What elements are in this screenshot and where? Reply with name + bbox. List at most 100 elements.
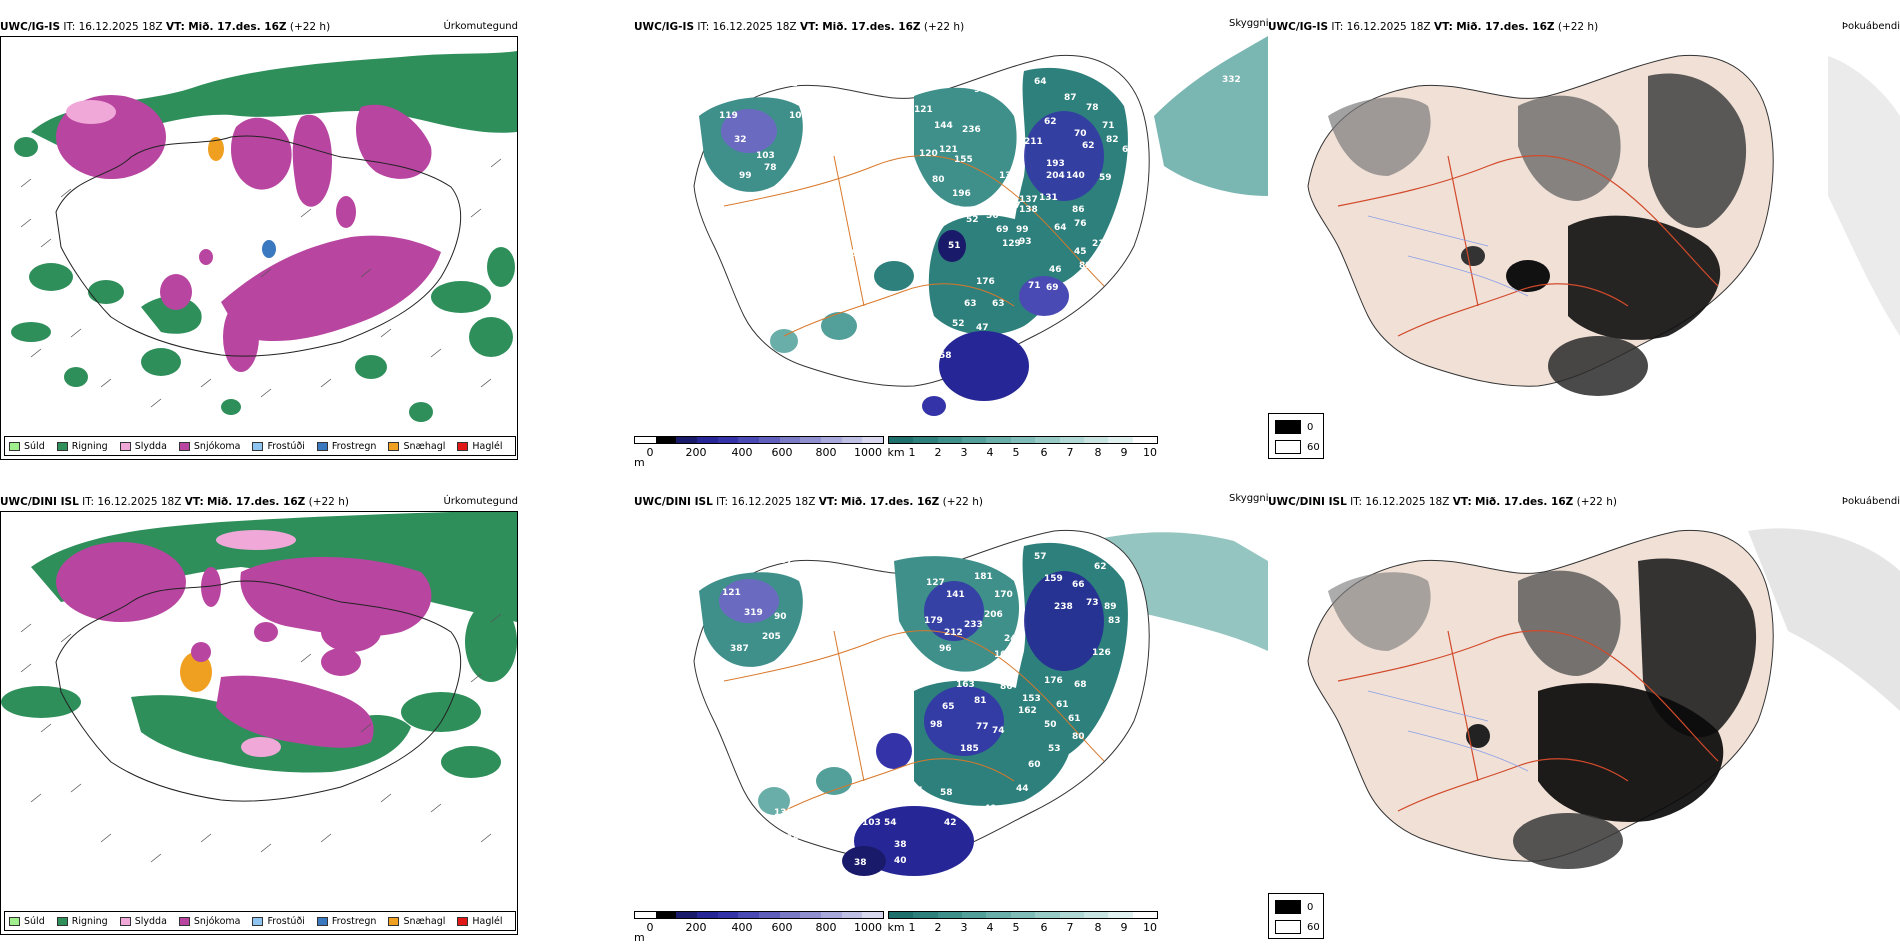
lead-time: (+22 h) [1576, 496, 1617, 508]
legend-item-slydda: Slydda [119, 916, 167, 927]
vis-label: 32 [734, 135, 747, 145]
it-label: IT: [63, 21, 76, 33]
vis-label: 27 [849, 249, 862, 259]
precip-map [0, 36, 518, 460]
tick: 400 [731, 921, 753, 934]
precip-map-svg [1, 512, 517, 934]
fog-map [1268, 511, 1900, 935]
vis-label: 63 [964, 299, 977, 309]
swatch [119, 916, 131, 926]
vis-label: 105 [904, 786, 923, 796]
vis-label: 181 [974, 572, 993, 582]
vis-label: 62 [1094, 562, 1107, 572]
vis-label: 334 [714, 84, 733, 94]
fog-map-svg [1268, 36, 1900, 460]
vis-labels-top: 334 186 162 105 119 32 103 78 99 109 49 … [714, 75, 1241, 361]
tick: 0 [646, 446, 654, 459]
vis-label: 76 [1074, 219, 1087, 229]
tick: 1 [908, 921, 916, 934]
vis-map-svg: 337 239 157 121 319 90 205 387 121 157 4… [634, 511, 1268, 935]
model-name: UWC/IG-IS [634, 21, 695, 33]
vis-label: 65 [942, 702, 955, 712]
tick: 5 [1012, 446, 1020, 459]
tick: 9 [1120, 446, 1128, 459]
tick: 1 [908, 446, 916, 459]
vis-labels-bottom: 337 239 157 121 319 90 205 387 121 157 4… [709, 552, 1121, 868]
vis-label: 71 [1102, 121, 1115, 131]
vis-label: 53 [1048, 744, 1061, 754]
panel-title: Úrkomutegund [443, 21, 518, 32]
vis-label: 64 [1034, 77, 1047, 87]
tick: 5 [1012, 921, 1020, 934]
vis-label: 162 [779, 79, 798, 89]
vis-label: 185 [960, 744, 979, 754]
vt-label: VT: [184, 496, 204, 508]
vis-label: 140 [1066, 171, 1085, 181]
vis-label: 61 [1068, 714, 1081, 724]
vis-label: 83 [1108, 616, 1121, 626]
model-name: UWC/DINI ISL [0, 496, 79, 508]
legend-item-haglel: Haglél [457, 916, 503, 927]
vis-label: 210 [1092, 239, 1111, 249]
legend-item-frostudi: Frostúði [252, 916, 305, 927]
fog-legend-item: 0 [1275, 420, 1313, 434]
vis-colorbar-strip [888, 911, 1158, 919]
vis-label: 86 [1072, 205, 1085, 215]
legend-item-sudl: Súld [9, 916, 45, 927]
model-name: UWC/DINI ISL [634, 496, 713, 508]
lead-time: (+22 h) [942, 496, 983, 508]
vis-label: 121 [722, 588, 741, 598]
legend-item-rigning: Rigning [56, 916, 108, 927]
panel-header: UWC/IG-IS IT: 16.12.2025 18Z VT: Mið. 17… [634, 21, 1268, 35]
legend-item-frostregn: Frostregn [316, 441, 376, 452]
vis-label: 49 [859, 137, 872, 147]
vis-label: 64 [1054, 223, 1067, 233]
terrain-colorbar-strip [634, 436, 884, 444]
vis-label: 70 [1074, 129, 1087, 139]
vt-label: VT: [799, 21, 819, 33]
vis-label: 183 [942, 205, 961, 215]
it-value: 16.12.2025 18Z [78, 21, 163, 33]
vis-label: 68 [1074, 680, 1087, 690]
fog-panel-top: UWC/IG-IS IT: 16.12.2025 18Z VT: Mið. 17… [1268, 0, 1900, 475]
fog-map-svg [1268, 511, 1900, 935]
tick: 200 [685, 921, 707, 934]
vis-label: 155 [954, 155, 973, 165]
tick: 1000 [854, 921, 882, 934]
vis-ticks: km 1 2 3 4 5 6 7 8 9 10 [887, 446, 1158, 459]
vis-colorbar: km 1 2 3 4 5 6 7 8 9 10 [887, 436, 1158, 459]
vis-panel-top: UWC/IG-IS IT: 16.12.2025 18Z VT: Mið. 17… [634, 0, 1269, 475]
vis-label: 319 [744, 608, 763, 618]
terrain-ticks: m 0 200 400 600 800 1000 [634, 921, 884, 944]
vis-label: 49 [984, 804, 997, 814]
tick: 600 [771, 921, 793, 934]
vis-label: 77 [976, 722, 989, 732]
vis-unit: km [887, 446, 905, 459]
tick: 3 [960, 446, 968, 459]
vis-label: 138 [774, 808, 793, 818]
vis-label: 57 [1034, 552, 1047, 562]
panel-title: Þokuábendi [1841, 496, 1900, 507]
precip-legend: Súld Rigning Slydda Snjókoma Frostúði Fr… [4, 911, 516, 931]
vis-label: 157 [866, 586, 885, 596]
vis-label: 138 [1019, 205, 1038, 215]
legend-item-slydda: Slydda [119, 441, 167, 452]
vis-label: 98 [974, 85, 987, 95]
legend-item-haglel: Haglél [457, 441, 503, 452]
vis-label: 176 [976, 277, 995, 287]
it-value: 16.12.2025 18Z [731, 496, 816, 508]
swatch [457, 441, 469, 451]
tick: 10 [1143, 446, 1157, 459]
it-label: IT: [716, 496, 729, 508]
tick: 400 [731, 446, 753, 459]
vis-label: 211 [1024, 137, 1043, 147]
panel-header: UWC/DINI ISL IT: 16.12.2025 18Z VT: Mið.… [0, 496, 518, 510]
vis-label: 40 [894, 856, 907, 866]
it-label: IT: [1350, 496, 1363, 508]
vis-label: 159 [1044, 574, 1063, 584]
vis-label: 40 [996, 666, 1009, 676]
vis-map-svg: 334 186 162 105 119 32 103 78 99 109 49 … [634, 36, 1268, 460]
vis-label: 117 [769, 315, 788, 325]
tick: 2 [934, 921, 942, 934]
tick: 7 [1066, 446, 1074, 459]
